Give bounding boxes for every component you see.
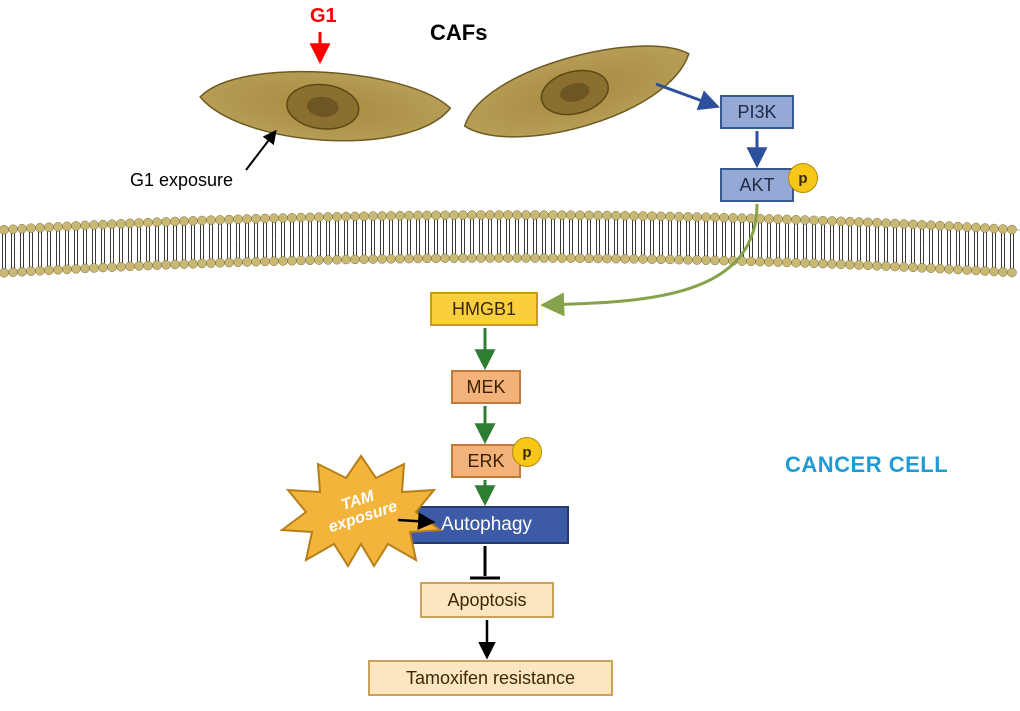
phospho-akt-label: p bbox=[798, 170, 807, 187]
node-autophagy-label: Autophagy bbox=[441, 514, 532, 536]
tam-exposure-starburst: TAM exposure bbox=[278, 452, 444, 568]
node-erk: ERK bbox=[451, 444, 521, 478]
diagram-canvas: G1 CAFs G1 exposure CANCER CELL PI3K AKT… bbox=[0, 0, 1020, 711]
g1-exposure-label: G1 exposure bbox=[130, 170, 233, 191]
node-mek: MEK bbox=[451, 370, 521, 404]
cancer-cell-label: CANCER CELL bbox=[785, 452, 948, 478]
node-hmgb1-label: HMGB1 bbox=[452, 299, 516, 320]
node-tamoxifen-resistance: Tamoxifen resistance bbox=[368, 660, 613, 696]
node-pi3k-label: PI3K bbox=[737, 102, 776, 123]
phospho-erk-label: p bbox=[522, 444, 531, 461]
node-tam-res-label: Tamoxifen resistance bbox=[406, 668, 575, 689]
node-erk-label: ERK bbox=[467, 451, 504, 472]
node-apoptosis: Apoptosis bbox=[420, 582, 554, 618]
node-apoptosis-label: Apoptosis bbox=[447, 590, 526, 611]
g1-label: G1 bbox=[310, 5, 337, 28]
phospho-akt: p bbox=[788, 163, 818, 193]
caf-cell-right bbox=[455, 38, 700, 133]
node-hmgb1: HMGB1 bbox=[430, 292, 538, 326]
phospho-erk: p bbox=[512, 437, 542, 467]
node-akt: AKT bbox=[720, 168, 794, 202]
caf-cell-left bbox=[195, 55, 455, 140]
node-pi3k: PI3K bbox=[720, 95, 794, 129]
node-akt-label: AKT bbox=[739, 175, 774, 196]
cafs-label: CAFs bbox=[430, 20, 487, 46]
node-mek-label: MEK bbox=[466, 377, 505, 398]
